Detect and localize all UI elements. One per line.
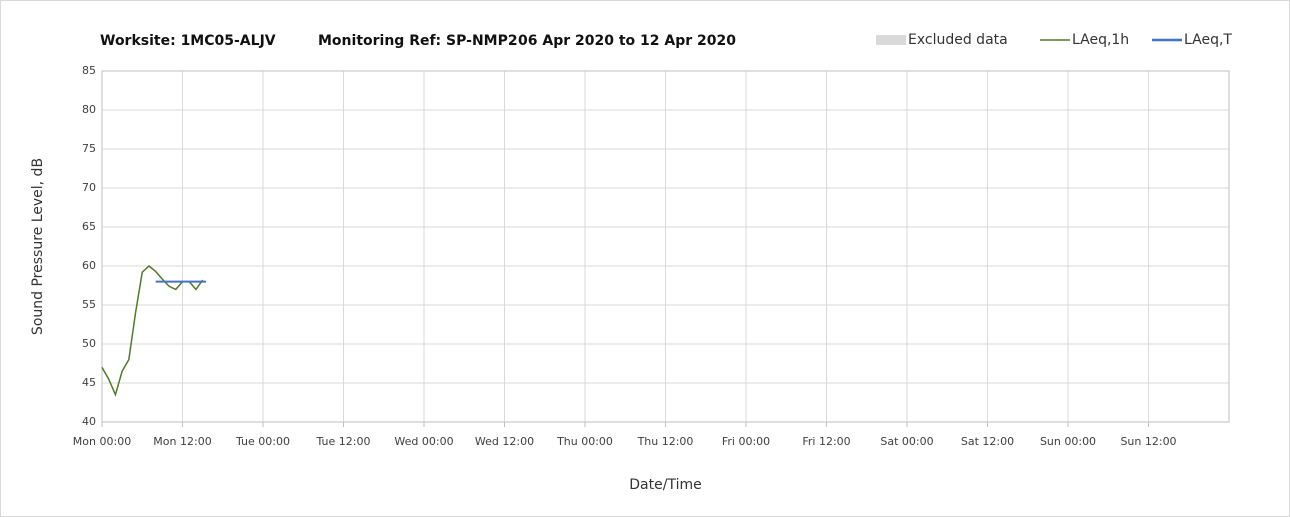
y-tick-label: 50 xyxy=(82,337,96,350)
x-tick-label: Mon 12:00 xyxy=(153,435,211,448)
y-tick-label: 80 xyxy=(82,103,96,116)
y-tick-label: 75 xyxy=(82,142,96,155)
x-tick-label: Mon 00:00 xyxy=(73,435,131,448)
x-tick-label: Sat 12:00 xyxy=(961,435,1014,448)
x-tick-label: Fri 12:00 xyxy=(802,435,850,448)
chart-title: 06 Apr 2020 to 12 Apr 2020 xyxy=(518,33,736,49)
legend-label: LAeq,T xyxy=(1184,32,1232,48)
x-tick-label: Tue 12:00 xyxy=(316,435,371,448)
y-axis-label: Sound Pressure Level, dB xyxy=(30,158,46,335)
chart-title: Monitoring Ref: SP-NMP2 xyxy=(318,33,518,49)
chart-title: Worksite: 1MC05-ALJV xyxy=(100,33,276,49)
x-tick-label: Fri 00:00 xyxy=(722,435,770,448)
y-tick-label: 70 xyxy=(82,181,96,194)
x-tick-label: Thu 00:00 xyxy=(556,435,613,448)
x-tick-label: Thu 12:00 xyxy=(637,435,694,448)
x-tick-label: Wed 12:00 xyxy=(475,435,534,448)
y-tick-label: 45 xyxy=(82,376,96,389)
x-tick-label: Sat 00:00 xyxy=(880,435,933,448)
x-tick-label: Sun 00:00 xyxy=(1040,435,1096,448)
x-tick-label: Wed 00:00 xyxy=(394,435,453,448)
x-tick-label: Sun 12:00 xyxy=(1120,435,1176,448)
legend-swatch xyxy=(876,35,906,45)
legend-label: Excluded data xyxy=(908,32,1008,48)
y-tick-label: 40 xyxy=(82,415,96,428)
y-tick-label: 60 xyxy=(82,259,96,272)
y-tick-label: 85 xyxy=(82,64,96,77)
x-tick-label: Tue 00:00 xyxy=(235,435,290,448)
legend-label: LAeq,1h xyxy=(1072,32,1129,48)
x-axis-label: Date/Time xyxy=(629,477,701,493)
y-tick-label: 55 xyxy=(82,298,96,311)
plot-frame xyxy=(101,70,1230,423)
y-tick-label: 65 xyxy=(82,220,96,233)
